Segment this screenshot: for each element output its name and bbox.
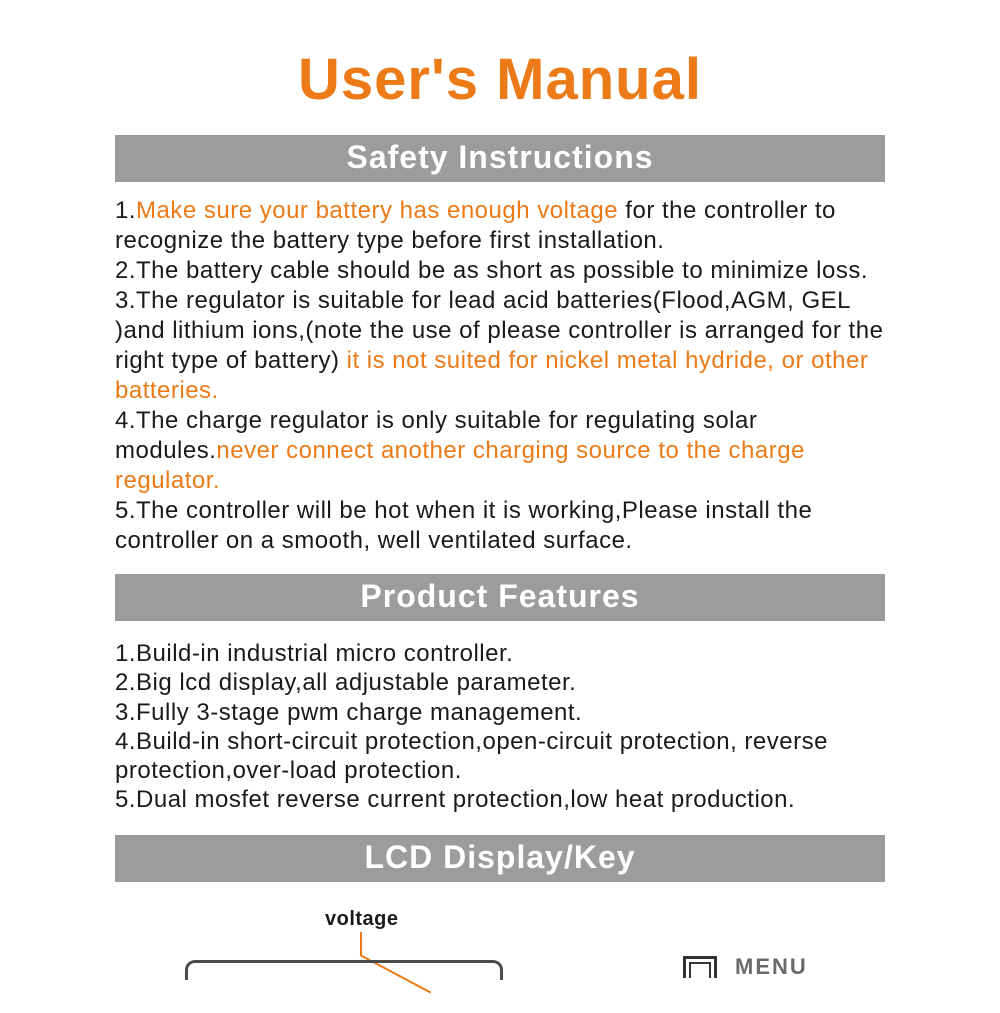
- feature-item-5: 5.Dual mosfet reverse current protection…: [115, 785, 885, 814]
- safety-item-4: 4.The charge regulator is only suitable …: [115, 406, 885, 496]
- voltage-leader-line: [360, 932, 362, 956]
- highlight-text: never connect another charging source to…: [115, 437, 805, 494]
- safety-item-1: 1.Make sure your battery has enough volt…: [115, 196, 885, 256]
- safety-item-2: 2.The battery cable should be as short a…: [115, 256, 885, 286]
- voltage-label: voltage: [325, 908, 399, 931]
- safety-item-3: 3.The regulator is suitable for lead aci…: [115, 286, 885, 406]
- item-num: 4.: [115, 407, 136, 434]
- menu-button-inner: [689, 962, 711, 978]
- main-title: User's Manual: [0, 46, 1000, 113]
- safety-body: 1.Make sure your battery has enough volt…: [115, 196, 885, 556]
- feature-item-1: 1.Build-in industrial micro controller.: [115, 639, 885, 668]
- feature-item-2: 2.Big lcd display,all adjustable paramet…: [115, 668, 885, 697]
- item-num: 1.: [115, 197, 136, 224]
- lcd-header: LCD Display/Key: [115, 835, 885, 882]
- feature-item-3: 3.Fully 3-stage pwm charge management.: [115, 698, 885, 727]
- manual-page: User's Manual Safety Instructions 1.Make…: [0, 46, 1000, 988]
- item-num: 5.: [115, 497, 136, 524]
- item-num: 3.: [115, 287, 136, 314]
- safety-header: Safety Instructions: [115, 135, 885, 182]
- features-header: Product Features: [115, 574, 885, 621]
- highlight-text: Make sure your battery has enough voltag…: [136, 197, 618, 224]
- feature-item-4: 4.Build-in short-circuit protection,open…: [115, 727, 885, 786]
- safety-item-5: 5.The controller will be hot when it is …: [115, 496, 885, 556]
- lcd-frame: [185, 960, 503, 980]
- features-body: 1.Build-in industrial micro controller. …: [115, 639, 885, 815]
- item-text: The battery cable should be as short as …: [136, 257, 868, 284]
- lcd-diagram-area: voltage MENU: [115, 908, 885, 988]
- item-num: 2.: [115, 257, 136, 284]
- item-text: The controller will be hot when it is wo…: [115, 497, 812, 554]
